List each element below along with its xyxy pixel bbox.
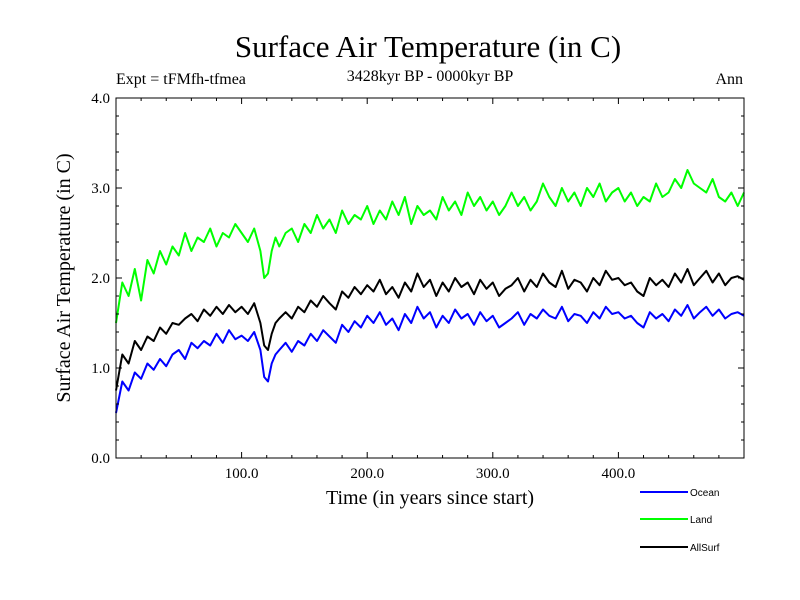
chart-title: Surface Air Temperature (in C) — [235, 29, 621, 64]
y-tick-label: 0.0 — [91, 451, 110, 467]
x-tick-label: 200.0 — [350, 466, 384, 482]
x-tick-label: 100.0 — [225, 466, 259, 482]
y-tick-label: 3.0 — [91, 181, 110, 197]
plot-frame — [115, 97, 745, 459]
legend-label-allsurf: AllSurf — [690, 543, 720, 554]
x-tick-label: 300.0 — [476, 466, 510, 482]
axis-ticks: 0.0 1.0 2.0 3.0 4.0 100.0 200.0 300.0 400.0 — [91, 91, 744, 482]
x-tick-label: 400.0 — [602, 466, 636, 482]
y-axis-label: Surface Air Temperature (in C) — [53, 153, 75, 402]
series-line-allsurf — [115, 268, 745, 391]
y-tick-label: 4.0 — [91, 91, 110, 107]
series-line-land — [115, 169, 745, 324]
legend-label-ocean: Ocean — [690, 488, 719, 499]
y-tick-label: 2.0 — [91, 271, 110, 287]
series-line-ocean — [115, 304, 745, 414]
legend: Ocean Land AllSurf — [640, 488, 720, 554]
experiment-label: Expt = tFMfh-tfmea — [116, 71, 246, 88]
chart-subtitle: 3428kyr BP - 0000kyr BP — [347, 68, 514, 85]
x-axis-label: Time (in years since start) — [326, 487, 534, 509]
y-tick-label: 1.0 — [91, 361, 110, 377]
season-label: Ann — [715, 71, 743, 88]
legend-label-land: Land — [690, 515, 712, 526]
series-layer — [115, 169, 745, 414]
